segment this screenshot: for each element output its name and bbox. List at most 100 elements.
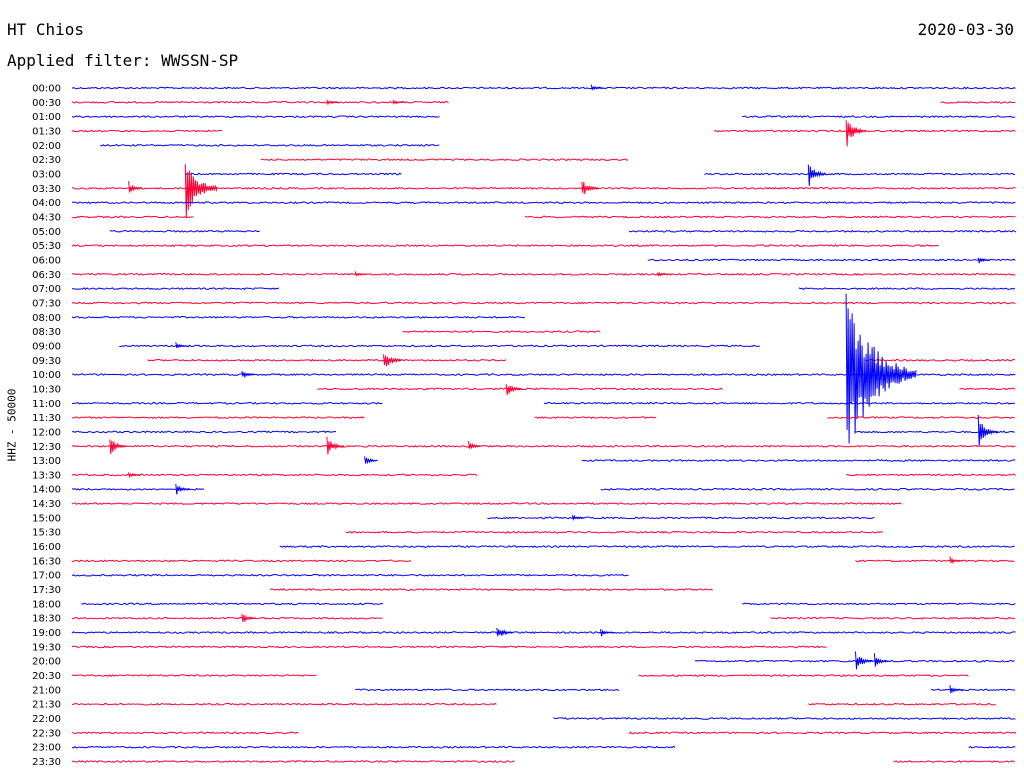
trace-row — [147, 354, 1016, 367]
time-tick-label: 04:30 — [32, 212, 61, 223]
seismic-event — [128, 181, 143, 193]
time-tick-label: 11:00 — [32, 399, 61, 410]
time-tick-label: 09:30 — [32, 356, 61, 367]
trace-segment — [71, 573, 629, 577]
trace-row — [71, 293, 1016, 444]
time-tick-label: 00:30 — [32, 98, 61, 109]
trace-row — [119, 342, 760, 349]
trace-segment — [71, 702, 497, 706]
trace-row — [185, 164, 1016, 186]
trace-segment — [71, 645, 827, 649]
trace-row — [71, 301, 1016, 305]
seismic-event — [326, 436, 345, 455]
trace-row — [260, 158, 629, 162]
trace-segment — [855, 559, 1015, 563]
trace-segment — [581, 459, 1016, 463]
trace-row — [71, 315, 526, 319]
trace-segment — [260, 158, 629, 162]
time-tick-label: 21:00 — [32, 685, 61, 696]
trace-row — [71, 556, 1015, 565]
trace-segment — [71, 559, 412, 563]
time-tick-label: 02:30 — [32, 155, 61, 166]
trace-row — [71, 745, 1016, 749]
trace-segment — [959, 387, 1016, 391]
time-tick-label: 17:30 — [32, 585, 61, 596]
time-tick-label: 23:30 — [32, 757, 61, 768]
trace-segment — [71, 115, 440, 119]
time-tick-label: 23:00 — [32, 743, 61, 754]
trace-segment — [808, 702, 996, 706]
trace-segment — [71, 760, 515, 763]
time-tick-label: 20:30 — [32, 671, 61, 682]
trace-segment — [553, 717, 1016, 721]
trace-segment — [71, 674, 317, 677]
seismic-event — [326, 99, 340, 105]
seismic-event — [241, 371, 256, 379]
time-tick-label: 08:00 — [32, 313, 61, 324]
trace-row — [71, 120, 1016, 147]
trace-segment — [355, 688, 620, 692]
seismic-event — [128, 472, 141, 479]
trace-segment — [71, 215, 194, 219]
seismic-event — [175, 483, 190, 495]
trace-row — [71, 674, 969, 677]
trace-segment — [345, 530, 883, 534]
time-tick-label: 10:30 — [32, 384, 61, 395]
time-tick-label: 22:00 — [32, 714, 61, 725]
seismic-event — [600, 628, 614, 637]
trace-segment — [647, 258, 1016, 262]
trace-segment — [638, 674, 969, 677]
trace-row — [71, 401, 1016, 405]
trace-segment — [694, 659, 1015, 663]
trace-row — [345, 530, 883, 534]
seismic-event — [873, 653, 889, 667]
trace-segment — [968, 745, 1016, 749]
time-tick-label: 15:00 — [32, 513, 61, 524]
trace-row — [81, 602, 1016, 606]
trace-segment — [798, 287, 1016, 290]
seismic-event — [392, 99, 405, 105]
trace-row — [71, 436, 1016, 455]
time-tick-label: 01:00 — [32, 112, 61, 123]
time-tick-label: 09:00 — [32, 341, 61, 352]
time-tick-label: 03:00 — [32, 169, 61, 180]
trace-row — [317, 384, 1016, 395]
filter-label: Applied filter: WWSSN-SP — [7, 51, 239, 70]
trace-segment — [71, 244, 940, 248]
trace-segment — [71, 473, 478, 477]
seismic-event — [354, 271, 367, 277]
time-tick-label: 22:30 — [32, 728, 61, 739]
trace-row — [71, 702, 996, 706]
trace-segment — [71, 100, 449, 104]
trace-segment — [930, 688, 1016, 692]
trace-segment — [770, 616, 1016, 620]
trace-row — [71, 731, 1017, 735]
seismic-event — [656, 271, 669, 277]
seismic-event — [468, 440, 482, 449]
trace-row — [71, 472, 1016, 479]
trace-row — [109, 229, 1017, 233]
trace-segment — [71, 631, 1016, 635]
trace-segment — [940, 100, 1016, 104]
seismic-event — [241, 613, 257, 623]
seismic-event — [364, 456, 378, 465]
trace-row — [71, 483, 1015, 495]
trace-row — [694, 651, 1015, 670]
time-tick-label: 02:00 — [32, 141, 61, 152]
trace-segment — [827, 416, 1015, 419]
trace-segment — [628, 229, 1017, 233]
time-tick-label: 10:00 — [32, 370, 61, 381]
trace-segment — [71, 616, 383, 620]
trace-segment — [71, 444, 1016, 448]
seismic-event — [383, 354, 402, 367]
trace-row — [71, 271, 1016, 277]
trace-row — [402, 330, 601, 333]
time-tick-label: 21:30 — [32, 700, 61, 711]
trace-row — [71, 645, 827, 649]
time-tick-label: 14:00 — [32, 485, 61, 496]
trace-segment — [71, 186, 1016, 190]
seismic-event — [590, 84, 604, 92]
trace-row — [269, 588, 714, 591]
trace-segment — [71, 129, 223, 133]
